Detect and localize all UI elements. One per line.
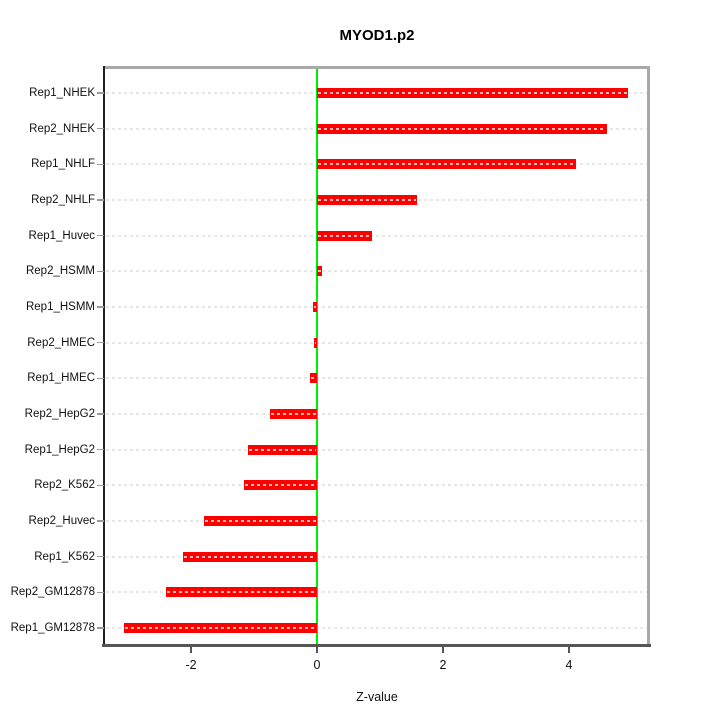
bar (317, 266, 323, 277)
x-tick-label: 2 (439, 658, 447, 672)
y-axis-label: Rep1_NHLF (31, 158, 95, 171)
y-tick (97, 199, 104, 201)
y-axis-label: Rep2_HMEC (27, 336, 95, 349)
grid-line (106, 484, 647, 487)
y-tick (97, 270, 104, 273)
y-axis-label: Rep1_GM12878 (10, 622, 95, 634)
bar (317, 195, 417, 205)
plot-border-right (646, 66, 650, 645)
x-tick (442, 646, 444, 653)
x-axis-line (102, 644, 651, 647)
grid-line (106, 270, 647, 273)
y-tick (97, 448, 104, 451)
y-axis-label: Rep2_Huvec (28, 515, 95, 527)
bar (123, 623, 317, 633)
y-tick (97, 555, 104, 558)
x-tick-label: 4 (565, 658, 573, 672)
y-tick (97, 484, 104, 487)
y-tick (97, 627, 104, 629)
x-tick (190, 646, 192, 653)
bar (317, 230, 373, 241)
bar (317, 159, 576, 170)
y-tick (97, 591, 104, 594)
grid-line (106, 627, 647, 629)
zero-line (316, 68, 318, 644)
y-axis-label: Rep1_HSMM (25, 301, 95, 313)
y-tick (97, 127, 104, 130)
bar (166, 587, 317, 598)
y-axis-label: Rep1_NHEK (29, 87, 95, 99)
bar (313, 337, 317, 348)
y-axis-label: Rep2_GM12878 (10, 586, 95, 599)
grid-line (106, 377, 647, 380)
grid-line (106, 413, 647, 415)
chart-title: MYOD1.p2 (339, 27, 415, 44)
bar (182, 551, 317, 562)
y-tick (97, 163, 104, 166)
x-tick-label: -2 (185, 658, 197, 672)
grid-line (106, 520, 647, 522)
x-axis-title: Z-value (356, 690, 398, 704)
y-axis-label: Rep2_NHEK (29, 122, 95, 135)
grid-line (106, 341, 647, 344)
bar (317, 88, 629, 98)
grid-line (106, 234, 647, 237)
y-axis-label: Rep2_NHLF (31, 194, 95, 206)
bar (312, 302, 317, 312)
bar (204, 516, 317, 526)
x-tick (568, 646, 570, 653)
bar (247, 444, 317, 455)
grid-line (106, 591, 647, 594)
y-axis-line (103, 66, 105, 645)
y-tick (97, 234, 104, 237)
y-tick (97, 92, 104, 94)
y-tick (97, 306, 104, 308)
x-tick-label: 0 (313, 658, 321, 672)
y-axis-label: Rep2_HepG2 (24, 408, 95, 420)
x-tick (316, 646, 318, 653)
y-axis-label: Rep1_HMEC (27, 372, 95, 385)
grid-line (106, 448, 647, 451)
y-tick (97, 520, 104, 522)
y-axis-label: Rep2_HSMM (25, 265, 95, 278)
y-axis-label: Rep1_Huvec (28, 229, 95, 242)
y-axis-label: Rep2_K562 (34, 479, 95, 492)
bar (310, 373, 317, 384)
grid-line (106, 555, 647, 558)
y-tick (97, 341, 104, 344)
bar (317, 123, 607, 134)
plot-border-top (103, 66, 650, 69)
y-axis-label: Rep1_K562 (34, 550, 95, 563)
bar (269, 409, 317, 419)
y-axis-label: Rep1_HepG2 (24, 443, 95, 456)
y-tick (97, 413, 104, 415)
bar (243, 480, 317, 491)
grid-line (106, 306, 647, 308)
y-tick (97, 377, 104, 380)
